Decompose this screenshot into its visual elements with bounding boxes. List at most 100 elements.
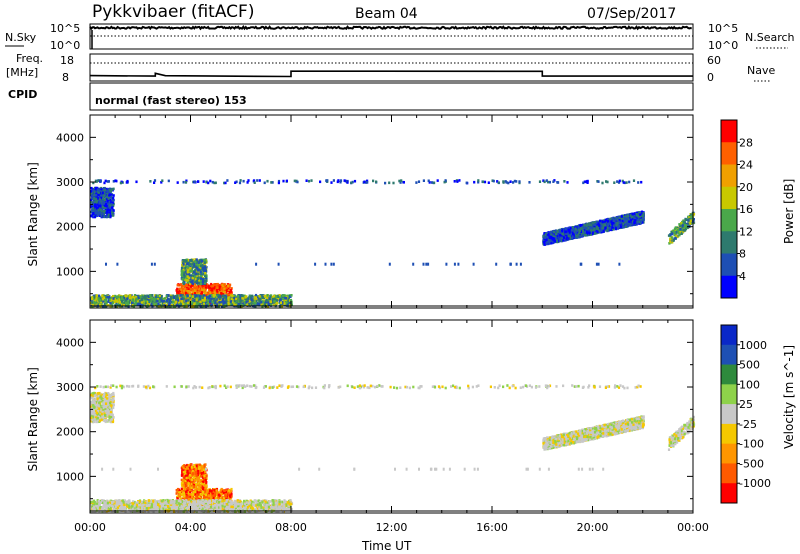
echo-cell [193,278,196,281]
echo-cell [194,260,197,263]
echo-cell [187,265,190,269]
echo-cell [97,297,100,301]
echo-cell [182,260,185,263]
echo-cell [111,199,114,202]
echo-cell [102,201,105,205]
echo-cell [102,210,105,213]
echo-cell [104,299,107,302]
echo-cell [140,297,143,301]
echo-cell [196,296,200,300]
echo-cell [165,303,168,307]
echo-cell [104,295,107,299]
echo-cell [186,272,189,275]
echo-cell [199,279,203,283]
echo-cell [238,296,241,300]
echo-cell [204,294,207,297]
echo-cell [289,298,293,302]
echo-cell [129,294,132,297]
echo-cell [180,288,183,291]
echo-cell [126,300,130,303]
echo-cell [216,288,219,292]
echo-cell [112,297,115,300]
echo-cell [203,299,206,302]
echo-cell [202,300,206,304]
echo-cell [233,294,236,298]
echo-cell [281,294,285,297]
echo-cell [184,260,187,263]
echo-cell [199,298,202,301]
echo-cell [194,258,197,261]
echo-cell [200,291,204,295]
echo-cell [263,299,266,303]
echo-cell [193,302,196,305]
echo-cell [206,295,209,299]
echo-cell [115,295,118,299]
echo-cell [94,211,97,214]
echo-cell [189,276,192,279]
echo-cell [206,299,210,302]
echo-cell [192,284,196,288]
echo-cell [211,290,214,294]
echo-cell [103,191,106,195]
echo-cell [186,281,189,284]
echo-cell [262,300,265,304]
echo-cell [99,204,102,208]
echo-cell [90,186,93,190]
echo-cell [96,191,99,194]
echo-cell [150,303,153,306]
echo-cell [270,303,273,307]
echo-cell [195,279,198,283]
echo-cell [124,301,127,305]
echo-cell [202,266,205,270]
echo-cell [208,286,212,290]
echo-cell [185,299,188,303]
echo-cell [217,294,220,297]
echo-cell [132,299,135,303]
echo-cell [289,295,292,298]
echo-cell [161,297,164,301]
echo-cell [268,298,271,302]
echo-cell [210,294,213,297]
echo-cell [153,299,156,302]
echo-cell [232,299,235,302]
echo-cell [119,295,122,299]
echo-cell [188,276,191,280]
echo-cell [187,261,190,265]
echo-cell [252,302,255,306]
echo-cell [220,303,223,306]
echo-cell [181,286,185,290]
echo-cell [93,215,96,219]
echo-cell [220,291,223,295]
echo-cell [208,291,211,294]
echo-cell [105,303,108,306]
echo-cell [192,303,195,307]
echo-cell [232,303,235,307]
echo-cell [258,298,261,301]
echo-cell [199,277,203,280]
echo-cell [197,264,200,267]
echo-cell [223,290,226,294]
echo-cell [200,288,203,291]
echo-cell [189,282,192,286]
echo-cell [90,214,93,218]
echo-cell [156,294,159,298]
nsearch-label: N.Search [745,31,795,44]
echo-cell [199,261,202,264]
echo-cell [108,215,111,218]
echo-cell [188,294,192,297]
echo-cell [147,300,150,304]
echo-cell [123,302,126,306]
echo-cell [230,287,233,290]
echo-cell [133,294,137,297]
echo-cell [91,208,94,212]
echo-cell [111,299,115,303]
echo-cell [95,209,98,213]
echo-cell [287,294,290,298]
echo-cell [233,299,236,302]
echo-cell [171,296,174,300]
echo-cell [204,270,207,273]
echo-cell [98,198,101,201]
echo-cell [102,296,106,300]
echo-cell [210,295,213,299]
echo-cell [118,297,121,301]
